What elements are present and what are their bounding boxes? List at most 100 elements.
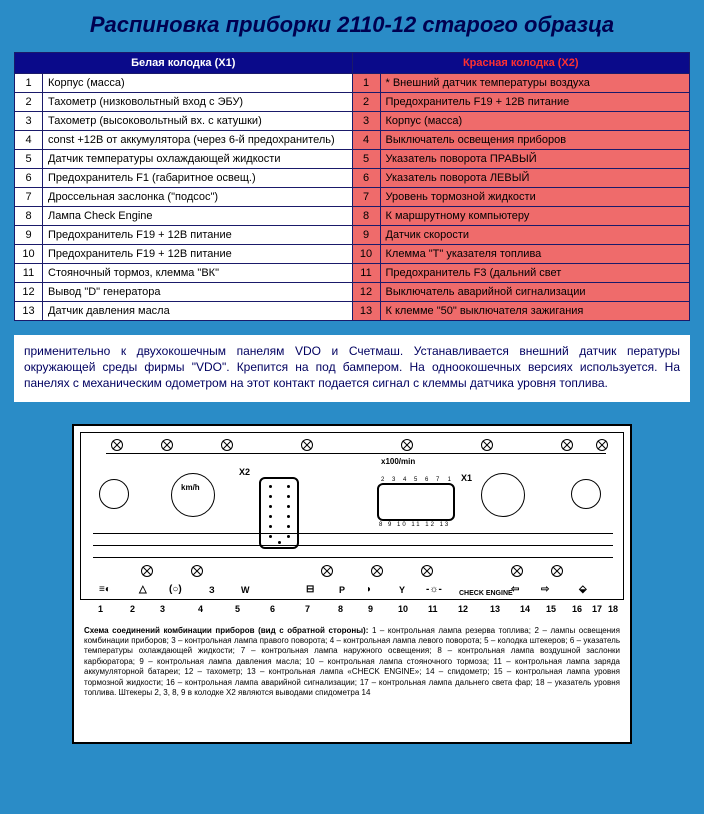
pin-label-red: Предохранитель F19 + 12В питание: [380, 93, 690, 112]
arrow-icon: ⇨: [541, 584, 549, 595]
pin-num-white: 8: [15, 207, 43, 226]
diagram-number: 15: [546, 604, 556, 614]
pin-num-red: 10: [352, 245, 380, 264]
bulb-icon: [421, 565, 433, 577]
gauge-icon: [99, 479, 129, 509]
pin-label-white: Тахометр (низковольтный вход с ЭБУ): [43, 93, 353, 112]
caption-title: Схема соединений комбинации приборов (ви…: [84, 626, 368, 635]
gauge-icon: [481, 473, 525, 517]
pin-label-red: Выключатель аварийной сигнализации: [380, 283, 690, 302]
table-row: 5Датчик температуры охлаждающей жидкости…: [15, 150, 690, 169]
diagram-number: 1: [98, 604, 103, 614]
page-title: Распиновка приборки 2110-12 старого обра…: [14, 12, 690, 38]
table-row: 2Тахометр (низковольтный вход с ЭБУ)2Пре…: [15, 93, 690, 112]
pin-label-white: Предохранитель F1 (габаритное освещ.): [43, 169, 353, 188]
table-row: 9Предохранитель F19 + 12В питание9Датчик…: [15, 226, 690, 245]
pin-num-white: 1: [15, 74, 43, 93]
arrow-icon: ⇦: [511, 584, 519, 595]
pin-label-red: Указатель поворота ПРАВЫЙ: [380, 150, 690, 169]
diagram-number: 11: [428, 604, 438, 614]
diagram-number: 6: [270, 604, 275, 614]
bulb-icon: [161, 439, 173, 451]
pin-label-red: Корпус (масса): [380, 112, 690, 131]
pin-label-white: const +12В от аккумулятора (через 6-й пр…: [43, 131, 353, 150]
diagram-number: 12: [458, 604, 468, 614]
pin-label-white: Датчик температуры охлаждающей жидкости: [43, 150, 353, 169]
bulb-icon: [301, 439, 313, 451]
pin-num-red: 6: [352, 169, 380, 188]
pin-num-white: 12: [15, 283, 43, 302]
table-row: 7Дроссельная заслонка ("подсос")7Уровень…: [15, 188, 690, 207]
letter-icon: Y: [399, 585, 405, 595]
diagram-number: 8: [338, 604, 343, 614]
letter-icon: P: [339, 585, 345, 595]
bulb-icon: [511, 565, 523, 577]
pin-label-white: Тахометр (высоковольтный вх. с катушки): [43, 112, 353, 131]
pin-label-red: * Внешний датчик температуры воздуха: [380, 74, 690, 93]
label-x2: X2: [239, 467, 250, 477]
connector-x2: [259, 477, 299, 549]
pin-label-red: К маршрутному компьютеру: [380, 207, 690, 226]
table-row: 1Корпус (масса)1* Внешний датчик темпера…: [15, 74, 690, 93]
bulb-icon: [111, 439, 123, 451]
oil-icon: ◗: [366, 584, 372, 595]
pin-num-red: 13: [352, 302, 380, 321]
table-row: 8Лампа Check Engine8К маршрутному компью…: [15, 207, 690, 226]
pin-label-white: Дроссельная заслонка ("подсос"): [43, 188, 353, 207]
diagram-number: 3: [160, 604, 165, 614]
pin-label-red: Предохранитель F3 (дальний свет: [380, 264, 690, 283]
diagram-number: 5: [235, 604, 240, 614]
diagram-number: 17: [592, 604, 602, 614]
table-row: 11Стояночный тормоз, клемма "ВК"11Предох…: [15, 264, 690, 283]
wiring-diagram: km/h X2 x100/min 2 3 4 5 6 7 1 8 9 10 11…: [72, 424, 632, 744]
diagram-number: 2: [130, 604, 135, 614]
pin-num-white: 5: [15, 150, 43, 169]
table-row: 4const +12В от аккумулятора (через 6-й п…: [15, 131, 690, 150]
pin-num-red: 12: [352, 283, 380, 302]
pin-label-white: Вывод "D" генератора: [43, 283, 353, 302]
letter-icon: W: [241, 585, 250, 595]
pin-num-white: 2: [15, 93, 43, 112]
pin-label-red: Датчик скорости: [380, 226, 690, 245]
table-row: 3Тахометр (высоковольтный вх. с катушки)…: [15, 112, 690, 131]
bulb-icon: [596, 439, 608, 451]
letter-icon: З: [209, 585, 215, 595]
pin-num-white: 9: [15, 226, 43, 245]
diagram-number: 16: [572, 604, 582, 614]
pin-num-white: 3: [15, 112, 43, 131]
pin-num-red: 8: [352, 207, 380, 226]
pin-num-red: 4: [352, 131, 380, 150]
battery-icon: ⊟: [306, 584, 314, 595]
bulb-icon: [221, 439, 233, 451]
bulb-icon: [481, 439, 493, 451]
diagram-number: 18: [608, 604, 618, 614]
pin-label-white: Корпус (масса): [43, 74, 353, 93]
pin-label-white: Стояночный тормоз, клемма "ВК": [43, 264, 353, 283]
table-row: 13Датчик давления масла13К клемме "50" в…: [15, 302, 690, 321]
diagram-number: 7: [305, 604, 310, 614]
pin-num-red: 2: [352, 93, 380, 112]
connector-pins-label: 2 3 4 5 6 7: [381, 477, 442, 483]
gauge-icon: [171, 473, 215, 517]
fuel-icon: ⬙: [579, 584, 587, 595]
pin-num-white: 4: [15, 131, 43, 150]
table-row: 10Предохранитель F19 + 12В питание10Клем…: [15, 245, 690, 264]
pin-num-red: 1: [352, 74, 380, 93]
label-kmh: km/h: [181, 483, 200, 492]
pin-num-white: 11: [15, 264, 43, 283]
pin-label-red: Выключатель освещения приборов: [380, 131, 690, 150]
bulb-icon: [141, 565, 153, 577]
gauge-icon: [571, 479, 601, 509]
label-rpm: x100/min: [381, 457, 415, 466]
headlight-icon: ≡◐: [99, 584, 111, 595]
pin-num-red: 11: [352, 264, 380, 283]
caption-body: 1 – контрольная лампа резерва топлива; 2…: [84, 626, 620, 697]
brake-icon: (○): [169, 584, 182, 595]
label-check-engine: CHECK ENGINE: [459, 590, 513, 597]
pinout-table: Белая колодка (X1) Красная колодка (X2) …: [14, 52, 690, 321]
connector-x1: 2 3 4 5 6 7 1 8 9 10 11 12 13: [377, 483, 455, 521]
pin-label-red: Указатель поворота ЛЕВЫЙ: [380, 169, 690, 188]
pin-num-white: 6: [15, 169, 43, 188]
diagram-number: 14: [520, 604, 530, 614]
diagram-number: 4: [198, 604, 203, 614]
